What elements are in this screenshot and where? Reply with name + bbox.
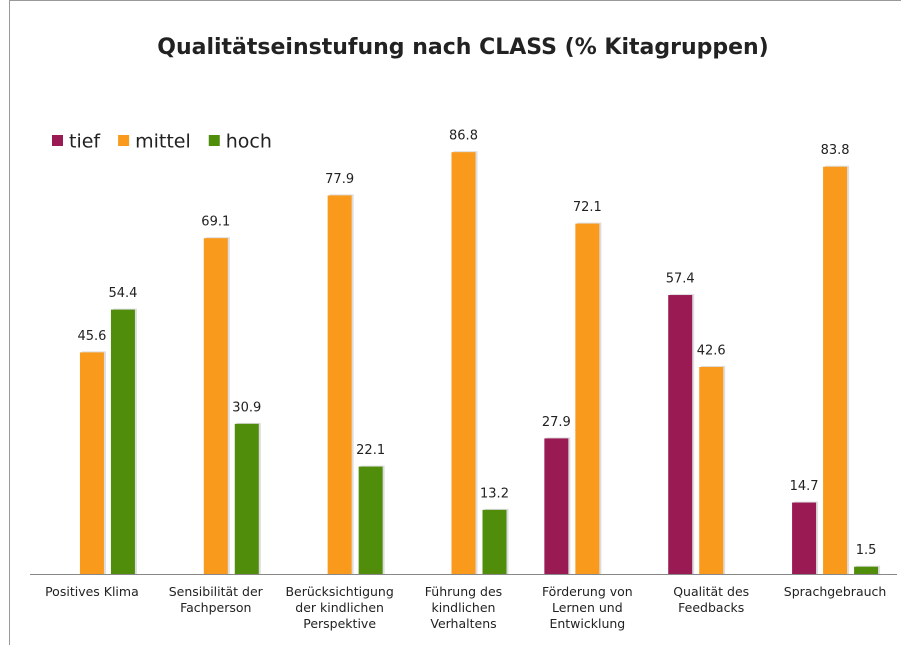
- data-label: 77.9: [325, 172, 354, 187]
- legend-label: hoch: [226, 131, 272, 153]
- data-label: 1.5: [856, 543, 877, 558]
- bar: [110, 309, 135, 574]
- data-label: 83.8: [821, 143, 850, 158]
- legend-swatch: [208, 135, 220, 146]
- x-tick-label: Positives Klima: [45, 584, 139, 599]
- bar: [358, 466, 383, 574]
- bar: [668, 295, 693, 574]
- bar: [327, 195, 352, 574]
- bar: [792, 502, 817, 574]
- data-label: 22.1: [356, 443, 385, 458]
- data-label: 27.9: [542, 415, 571, 430]
- bar: [451, 152, 476, 575]
- data-label: 69.1: [201, 215, 230, 230]
- data-label: 57.4: [666, 272, 695, 287]
- data-label: 30.9: [232, 400, 261, 415]
- x-tick-label: Förderung von Lernen und Entwicklung: [541, 584, 633, 631]
- data-label: 86.8: [449, 129, 478, 144]
- legend-label: mittel: [135, 131, 191, 153]
- data-label: 13.2: [480, 486, 509, 501]
- bar: [823, 166, 848, 574]
- bar: [575, 223, 600, 574]
- x-tick-label: Qualität des Feedbacks: [673, 584, 750, 615]
- data-label: 42.6: [697, 343, 726, 358]
- legend-label: tief: [69, 131, 101, 153]
- bar: [79, 352, 104, 574]
- x-tick-label: Führung des kindlichen Verhaltens: [424, 584, 503, 631]
- data-label: 72.1: [573, 200, 602, 215]
- bar: [203, 238, 228, 574]
- bar: [699, 366, 724, 574]
- data-label: 54.4: [108, 286, 137, 301]
- data-label: 14.7: [790, 479, 819, 494]
- x-tick-label: Berücksichtigung der kindlichen Perspekt…: [285, 584, 394, 631]
- bar: [544, 438, 569, 574]
- x-tick-label: Sprachgebrauch: [783, 584, 887, 599]
- chart-title: Qualitätseinstufung nach CLASS (% Kitagr…: [157, 35, 769, 60]
- x-tick-label: Sensibilität der Fachperson: [168, 584, 263, 615]
- legend-swatch: [118, 135, 130, 146]
- bar: [234, 423, 259, 574]
- data-label: 45.6: [77, 329, 106, 344]
- bar: [482, 509, 507, 574]
- legend-swatch: [52, 135, 63, 146]
- bar: [854, 566, 879, 574]
